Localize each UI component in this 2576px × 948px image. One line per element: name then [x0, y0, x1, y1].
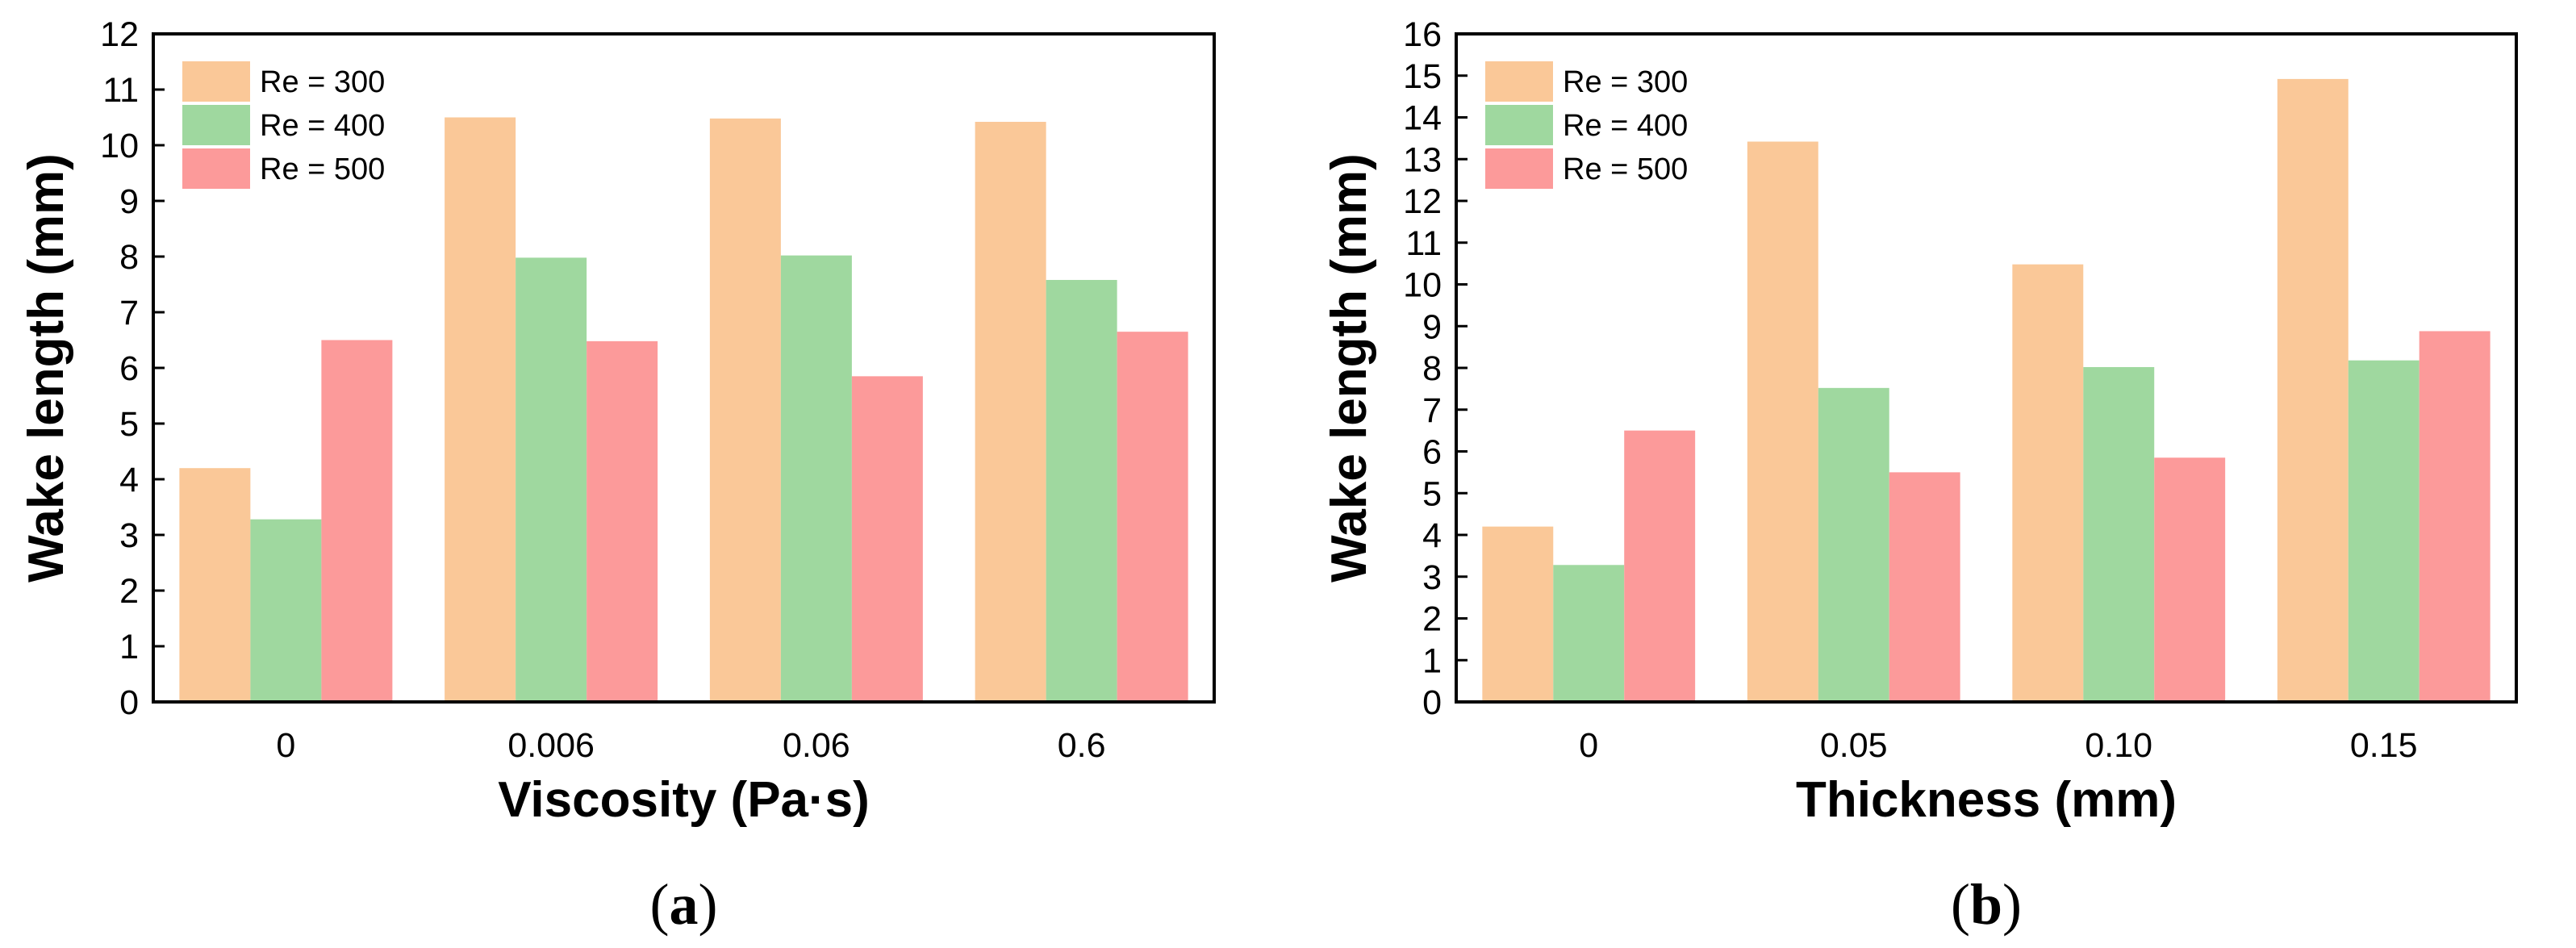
bar-re-400-0: [250, 519, 322, 702]
y-tick-label: 0: [1422, 683, 1442, 722]
x-tick-label: 0.006: [507, 726, 595, 765]
y-axis-title: Wake length (mm): [19, 153, 74, 583]
bar-re-400-1: [516, 257, 587, 702]
bar-re-500-0: [321, 340, 393, 702]
panel-label: (a): [650, 872, 718, 937]
bar-re-500-1: [1889, 472, 1960, 702]
bar-re-400-3: [1046, 279, 1117, 703]
bar-re-300-1: [1747, 141, 1818, 702]
y-tick-label: 4: [119, 461, 139, 499]
y-tick-label: 1: [1422, 641, 1442, 680]
y-tick-label: 3: [1422, 558, 1442, 597]
y-tick-label: 3: [119, 516, 139, 555]
legend-swatch-1: [182, 105, 250, 145]
panel-label-open-paren: (: [650, 872, 670, 937]
bar-re-400-1: [1818, 387, 1889, 702]
chart-panel-a: 0 1 2 3 4 5 6 7 8 9 10 11 12 0 0.006 0.06 0.6 Viscosity (…: [19, 15, 1216, 937]
x-tick-label: 0: [276, 726, 295, 765]
y-tick-label: 6: [1422, 433, 1442, 472]
legend-label-1: Re = 400: [260, 109, 385, 143]
panel-label-open-paren: (: [1951, 872, 1970, 937]
panel-label-letter: a: [670, 872, 699, 937]
x-tick-label: 0.05: [1820, 726, 1888, 765]
bar-re-300-3: [975, 122, 1046, 702]
y-tick-label: 16: [1403, 15, 1442, 54]
y-tick-label: 7: [1422, 391, 1442, 430]
panel-label-close-paren: ): [699, 872, 718, 937]
panel-label: (b): [1951, 872, 2022, 937]
bar-re-300-2: [709, 118, 781, 702]
legend-label-0: Re = 300: [260, 65, 385, 99]
y-tick-label: 4: [1422, 516, 1442, 555]
y-tick-label: 0: [119, 683, 139, 722]
legend-label-2: Re = 500: [1563, 152, 1688, 186]
y-tick-label: 6: [119, 349, 139, 388]
x-tick-label: 0.06: [783, 726, 850, 765]
y-tick-label: 11: [102, 71, 139, 110]
panel-label-close-paren: ): [2002, 872, 2022, 937]
bar-re-400-3: [2348, 360, 2419, 702]
bar-re-300-1: [445, 117, 516, 702]
y-tick-label: 2: [119, 572, 139, 611]
y-tick-label: 5: [1422, 474, 1442, 513]
x-axis-title: Thickness (mm): [1796, 772, 2177, 828]
y-tick-label: 10: [1403, 266, 1442, 305]
bar-re-400-0: [1553, 565, 1625, 702]
y-tick-label: 7: [119, 294, 139, 332]
legend-swatch-0: [1485, 61, 1553, 102]
legend-swatch-2: [1485, 148, 1553, 189]
chart-panel-b: 0 1 2 3 4 5 6 7 8 9 10 11 12 13 14 15 16 0 0.05 0.10 0.15 Thi…: [1288, 0, 2576, 948]
y-tick-label: 14: [1403, 99, 1442, 138]
bar-re-500-2: [851, 376, 923, 702]
bar-re-500-3: [2419, 331, 2490, 702]
y-tick-label: 9: [119, 182, 139, 221]
x-tick-label: 0.15: [2350, 726, 2418, 765]
y-tick-label: 12: [1403, 182, 1442, 221]
bar-re-300-2: [2012, 264, 2084, 702]
legend-label-1: Re = 400: [1563, 109, 1688, 143]
legend-label-0: Re = 300: [1563, 65, 1688, 99]
y-tick-label: 9: [1422, 307, 1442, 346]
x-tick-label: 0.10: [2085, 726, 2152, 765]
bar-re-500-3: [1117, 332, 1188, 702]
x-axis-title: Viscosity (Pa·s): [498, 772, 870, 828]
legend-label-2: Re = 500: [260, 152, 385, 186]
bar-re-500-2: [2154, 457, 2226, 702]
y-tick-label: 2: [1422, 600, 1442, 639]
bar-re-500-0: [1624, 430, 1696, 702]
bar-re-400-2: [2083, 366, 2155, 702]
y-tick-label: 15: [1403, 57, 1442, 96]
legend-swatch-2: [182, 148, 250, 189]
y-tick-label: 10: [100, 127, 139, 165]
y-tick-label: 12: [100, 15, 139, 54]
y-axis-title: Wake length (mm): [1321, 153, 1377, 583]
bar-re-300-0: [1482, 526, 1554, 702]
bar-re-400-2: [780, 255, 852, 702]
legend-swatch-0: [182, 61, 250, 102]
panel-label-letter: b: [1970, 872, 2002, 937]
y-tick-label: 8: [119, 238, 139, 277]
legend-swatch-1: [1485, 105, 1553, 145]
y-tick-label: 13: [1403, 140, 1442, 179]
y-tick-label: 11: [1405, 224, 1442, 263]
y-tick-label: 5: [119, 405, 139, 444]
x-tick-label: 0: [1579, 726, 1598, 765]
bar-re-300-0: [179, 468, 251, 702]
y-tick-label: 1: [119, 628, 139, 666]
bar-re-300-3: [2277, 78, 2348, 702]
bar-re-500-1: [587, 340, 658, 702]
x-tick-label: 0.6: [1058, 726, 1106, 765]
y-tick-label: 8: [1422, 349, 1442, 388]
